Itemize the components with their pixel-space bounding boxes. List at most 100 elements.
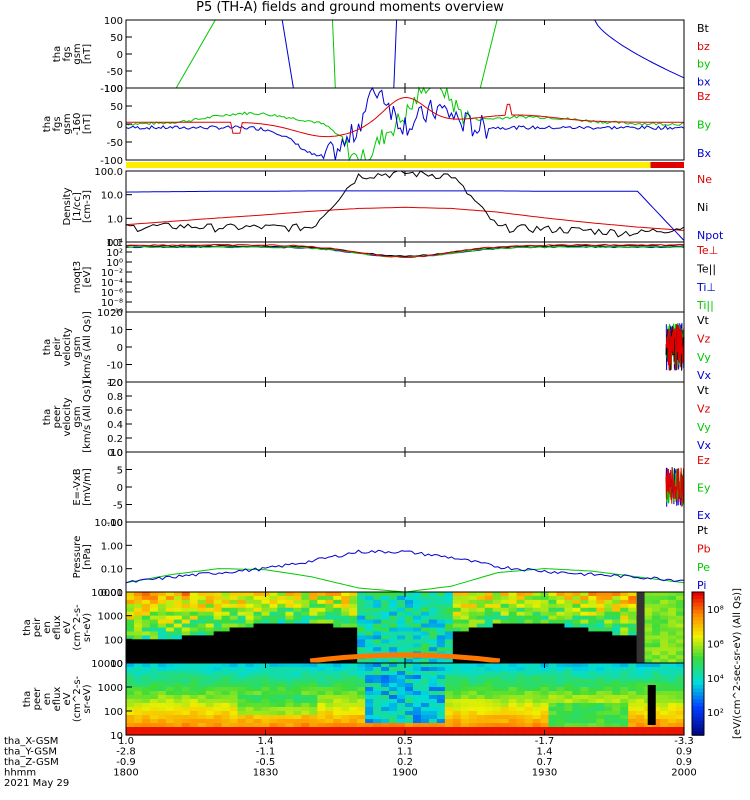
panel-5-ytick-label-1: 0.8	[107, 392, 123, 403]
panel-8-data-gap	[636, 592, 645, 663]
panel-9-data-gap	[647, 685, 656, 725]
panel-3-legend-2: Ti⊥	[696, 281, 716, 294]
ephemeris-t-2: 1900	[392, 768, 417, 779]
panel-0-ylabel-line-0: tha	[52, 46, 63, 62]
panel-0-by-seg-1	[175, 19, 216, 89]
panel-4-ylabel-line-1: peir	[52, 336, 63, 356]
panel-1-legend-0: Bz	[697, 90, 711, 103]
panel-5-legend-3: Vx	[697, 439, 712, 452]
colorbar-segment-30	[692, 699, 704, 704]
panel-8-ylabel-line-4: eV	[62, 621, 73, 634]
ephemeris-z-4: 0.9	[676, 757, 692, 768]
panel-0-ylabel: tha fgs gsm [nT]	[52, 43, 93, 64]
panel-7-legend-1: Pb	[697, 542, 711, 555]
panel-8-low-energy-arc	[309, 652, 501, 664]
panel-9-ylabel-line-2: en	[42, 693, 53, 706]
panel-9-ylabel-line-4: eV	[62, 692, 73, 705]
ephemeris-z-1: -0.5	[256, 757, 276, 768]
panel-2-ylabel-line-2: [cm-3]	[82, 190, 93, 223]
panel-2-series-ni	[125, 170, 685, 238]
panel-0-ylabel-line-3: [nT]	[82, 44, 93, 64]
panel-5-ytick-label-5: 0.0	[107, 448, 123, 459]
panel-8-ylabel-line-6: sr-eV)	[82, 613, 93, 642]
panel-3-ytick-label-6: 10⁻⁸	[101, 298, 123, 309]
panel-9-ylabel-line-1: peer	[32, 687, 43, 711]
colorbar-segment-27	[692, 688, 704, 693]
colorbar-segment-36	[692, 720, 704, 726]
colorbar-frame	[691, 591, 705, 736]
panel-2-legend-0: Ne	[697, 173, 712, 186]
colorbar-segment-32	[692, 706, 704, 711]
colorbar-label: [eV/(cm^2-sec-sr-eV) (All Qs)]	[732, 588, 743, 739]
panel-3-tipar	[125, 245, 685, 259]
panel-2-series-npot	[125, 190, 685, 241]
panel-2-ylabel-line-0: Density	[62, 187, 73, 225]
panel-8-ylabel-line-2: en	[42, 621, 53, 634]
panel-2-ytick-label-2: 1.0	[107, 214, 123, 225]
panel-1-ytick-label-1: 50	[110, 102, 123, 113]
panel-4-legend-0: Vt	[697, 314, 710, 327]
panel-9-ylabel-line-5: (cm^2-s-	[72, 675, 83, 722]
colorbar-segment-0	[692, 592, 704, 597]
panel-4-velocity-noise-3	[665, 324, 685, 371]
panel-1-ylabel-line-3: -160	[72, 113, 83, 136]
panel-1-legend-2: Bx	[697, 147, 712, 160]
panel-4-ytick-label-2: 0	[117, 343, 123, 354]
panel-2-legend-1: Ni	[697, 201, 708, 214]
panel-8-ytick-label-0: 10000	[91, 588, 123, 599]
colorbar-segment-37	[692, 724, 704, 729]
panel-1-ylabel-line-4: [nT]	[82, 114, 93, 134]
ephemeris-row-label-0: tha_X-GSM	[4, 736, 58, 747]
colorbar-tick-2: 10⁴	[707, 674, 724, 685]
panel-3-ytick-label-7: 10⁻¹⁰	[97, 308, 123, 319]
ephemeris-row-label-4: 2021 May 29	[4, 778, 69, 789]
panel-5-legend-1: Vz	[697, 402, 711, 415]
panel-2-ytick-label-0: 100.0	[94, 167, 123, 178]
panel-0-bx-seg-3	[594, 19, 685, 79]
colorbar-tick-0: 10⁸	[707, 605, 724, 616]
panel-5-ytick-label-2: 0.6	[107, 406, 123, 417]
panel-4-ylabel-line-4: [km/s (All Qs)]	[82, 311, 93, 383]
panel-4-legend-3: Vx	[697, 369, 712, 382]
panel-6-efield-noise-2	[665, 467, 685, 507]
mode-bar-fast	[126, 162, 651, 168]
panel-8-ylabel-line-3: eflux	[52, 615, 63, 640]
colorbar-segment-20	[692, 663, 704, 668]
panel-5-ylabel-line-0: tha	[42, 409, 53, 425]
panel-7-ytick-label-3: 0.01	[101, 588, 123, 599]
panel-9-ytick-label-0: 10000	[91, 659, 123, 670]
panel-5-ytick-label-3: 0.4	[107, 420, 123, 431]
colorbar-segment-11	[692, 631, 704, 636]
panel-8-spectrogram	[126, 592, 685, 664]
panel-0-ylabel-line-2: gsm	[72, 43, 83, 64]
panel-0-ytick-label-0: 100	[104, 16, 123, 27]
panel-9-ylabel-line-0: tha	[22, 691, 33, 707]
panel-0-ytick-label-2: 0	[117, 50, 123, 61]
panel-5-legend-2: Vy	[697, 421, 711, 434]
ephemeris-z-0: -0.9	[116, 757, 136, 768]
panel-2-series-ne	[125, 206, 685, 231]
panel-4-ylabel-line-2: velocity	[62, 327, 73, 366]
colorbar-segment-21	[692, 667, 704, 672]
panel-2-ytick-label-3: 0.1	[107, 238, 123, 249]
figure-title: P5 (TH-A) fields and ground moments over…	[196, 0, 504, 15]
panel-0-legend-3: bx	[697, 75, 711, 88]
ephemeris-row-label-2: tha_Z-GSM	[4, 757, 59, 768]
panel-1-ylabel-line-2: gsm	[62, 113, 73, 134]
panel-7-ylabel: Pressure [nPa]	[72, 536, 93, 579]
panel-5-ytick-label-4: 0.2	[107, 434, 123, 445]
panel-2-ylabel: Density [1/cc] [cm-3]	[62, 187, 93, 225]
panel-frame-7	[125, 521, 685, 593]
panel-0-ytick-label-1: 50	[110, 33, 123, 44]
panel-5-ytick-label-0: 1.0	[107, 378, 123, 389]
panel-8-ylabel: tha peir en eflux eV (cm^2-s-sr-eV)	[22, 604, 93, 651]
panel-8-ytick-label-3: 10	[110, 659, 123, 670]
panel-7-ytick-label-0: 10.00	[94, 518, 123, 529]
panel-frame-6	[125, 451, 685, 523]
panel-0-ytick-label-3: -50	[107, 67, 123, 78]
ephemeris-y-3: 1.4	[537, 747, 553, 758]
colorbar-segment-17	[692, 652, 704, 658]
panel-4-ytick-label-4: -20	[107, 378, 123, 389]
panel-8-ylabel-line-0: tha	[22, 619, 33, 635]
